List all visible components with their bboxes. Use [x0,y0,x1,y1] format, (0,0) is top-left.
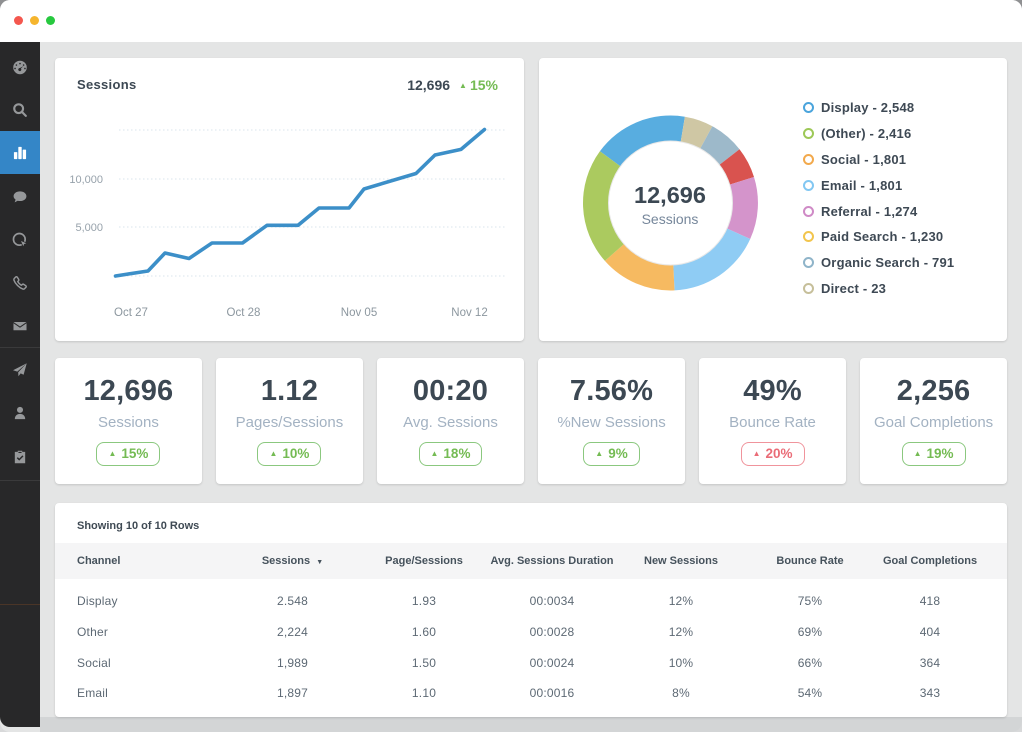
svg-text:5,000: 5,000 [75,222,103,234]
svg-text:Nov 12: Nov 12 [451,307,487,319]
svg-text:Nov 05: Nov 05 [341,307,377,319]
svg-text:10,000: 10,000 [69,174,103,186]
svg-text:Oct 27: Oct 27 [114,307,148,319]
svg-text:Oct 28: Oct 28 [227,307,261,319]
